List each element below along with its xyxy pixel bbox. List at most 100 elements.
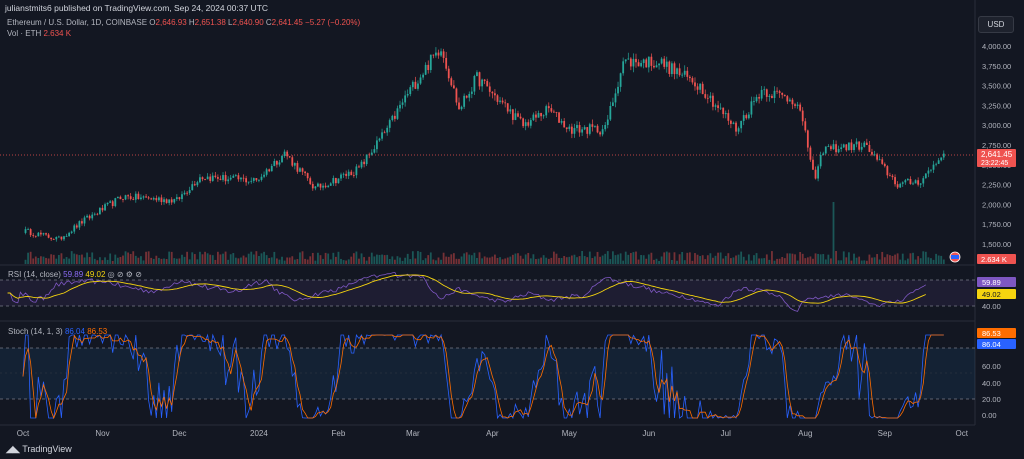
volume-bar xyxy=(937,255,940,264)
volume-bar xyxy=(524,254,527,264)
candle-body xyxy=(447,68,450,79)
rsi-ma-value: 49.02 xyxy=(85,270,106,279)
symbol-name[interactable]: Ethereum / U.S. Dollar, 1D, COINBASE xyxy=(7,18,148,27)
volume-bar xyxy=(204,251,206,264)
candle-body xyxy=(668,61,671,75)
candle-body xyxy=(855,141,858,145)
candle-body xyxy=(699,83,702,90)
volume-bar xyxy=(542,255,545,264)
volume-bar xyxy=(545,257,548,264)
tradingview-logo[interactable]: ◢◣ TradingView xyxy=(6,444,72,455)
volume-bar xyxy=(732,257,735,264)
volume-bar xyxy=(537,258,540,264)
volume-bar xyxy=(263,251,265,264)
candle-body xyxy=(494,93,496,96)
stoch-k-line xyxy=(22,333,944,420)
candle-body xyxy=(563,121,566,128)
volume-bar xyxy=(470,255,473,264)
candle-body xyxy=(788,99,791,102)
candle-body xyxy=(914,180,917,184)
volume-bar xyxy=(942,259,945,264)
volume-bar xyxy=(671,259,673,264)
candle-body xyxy=(783,94,786,97)
currency-button[interactable]: USD xyxy=(978,16,1014,33)
candle-body xyxy=(840,147,843,150)
candle-body xyxy=(242,177,245,179)
candle-body xyxy=(691,78,694,83)
volume-bar xyxy=(158,257,160,264)
candle-body xyxy=(876,154,878,160)
candle-body xyxy=(245,178,248,183)
volume-bar xyxy=(388,258,391,264)
candle-body xyxy=(96,213,99,215)
tradingview-icon: ◢◣ xyxy=(6,444,20,454)
candle-body xyxy=(458,102,460,110)
candle-body xyxy=(473,75,476,92)
volume-label[interactable]: Vol · ETH xyxy=(7,29,42,38)
candle-body xyxy=(145,196,147,198)
volume-bar xyxy=(835,251,837,264)
candle-body xyxy=(889,175,891,177)
rsi-lines xyxy=(7,271,927,312)
volume-bars xyxy=(24,202,945,264)
candle-body xyxy=(355,166,358,176)
volume-bar xyxy=(573,254,576,264)
volume-bar xyxy=(127,252,130,264)
candle-body xyxy=(193,184,196,186)
candle-body xyxy=(714,105,717,107)
volume-bar xyxy=(683,260,686,264)
volume-bar xyxy=(224,251,227,264)
rsi-label[interactable]: RSI (14, close) xyxy=(8,270,61,279)
volume-bar xyxy=(750,260,753,264)
volume-bar xyxy=(129,253,132,264)
volume-bar xyxy=(940,255,943,264)
volume-bar xyxy=(429,252,432,264)
high-value: 2,651.38 xyxy=(194,18,226,27)
candle-body xyxy=(186,192,189,194)
candle-body xyxy=(750,101,753,115)
volume-bar xyxy=(299,252,301,264)
candle-body xyxy=(452,85,455,89)
volume-bar xyxy=(691,260,694,264)
candle-body xyxy=(586,127,589,134)
volume-bar xyxy=(234,257,237,264)
candle-body xyxy=(322,185,324,188)
volume-bar xyxy=(478,252,481,264)
symbol-legend: Ethereum / U.S. Dollar, 1D, COINBASE O2,… xyxy=(7,18,360,27)
volume-bar xyxy=(719,252,722,264)
rsi-settings-icon[interactable]: ◎ ⊘ ⚙ ⊘ xyxy=(107,270,142,279)
volume-bar xyxy=(496,257,499,264)
candle-body xyxy=(653,65,655,68)
candle-body xyxy=(283,151,286,157)
candle-body xyxy=(830,146,832,150)
volume-bar xyxy=(637,259,640,264)
candle-body xyxy=(383,132,386,134)
volume-bar xyxy=(832,202,835,264)
candle-body xyxy=(183,192,186,195)
volume-bar xyxy=(396,256,399,264)
volume-bar xyxy=(742,256,745,264)
volume-bar xyxy=(688,252,691,264)
volume-bar xyxy=(729,258,732,264)
volume-bar xyxy=(596,251,599,264)
high-label: H xyxy=(188,18,195,27)
stoch-d-tag xyxy=(977,328,1016,338)
volume-bar xyxy=(673,252,676,264)
candle-body xyxy=(101,207,104,211)
volume-bar xyxy=(722,258,725,264)
candle-body xyxy=(378,138,381,141)
volume-bar xyxy=(463,253,466,264)
stoch-d-value: 86.53 xyxy=(87,327,108,336)
volume-bar xyxy=(850,260,853,264)
volume-bar xyxy=(901,253,904,264)
candle-body xyxy=(140,197,142,200)
volume-bar xyxy=(383,255,386,264)
volume-bar xyxy=(614,255,617,264)
stoch-label[interactable]: Stoch (14, 1, 3) xyxy=(8,327,63,336)
candle-body xyxy=(847,142,850,151)
volume-bar xyxy=(132,251,135,264)
candle-body xyxy=(34,235,37,237)
price-tick-label: 3,000.00 xyxy=(982,121,1011,130)
candle-body xyxy=(268,169,271,172)
